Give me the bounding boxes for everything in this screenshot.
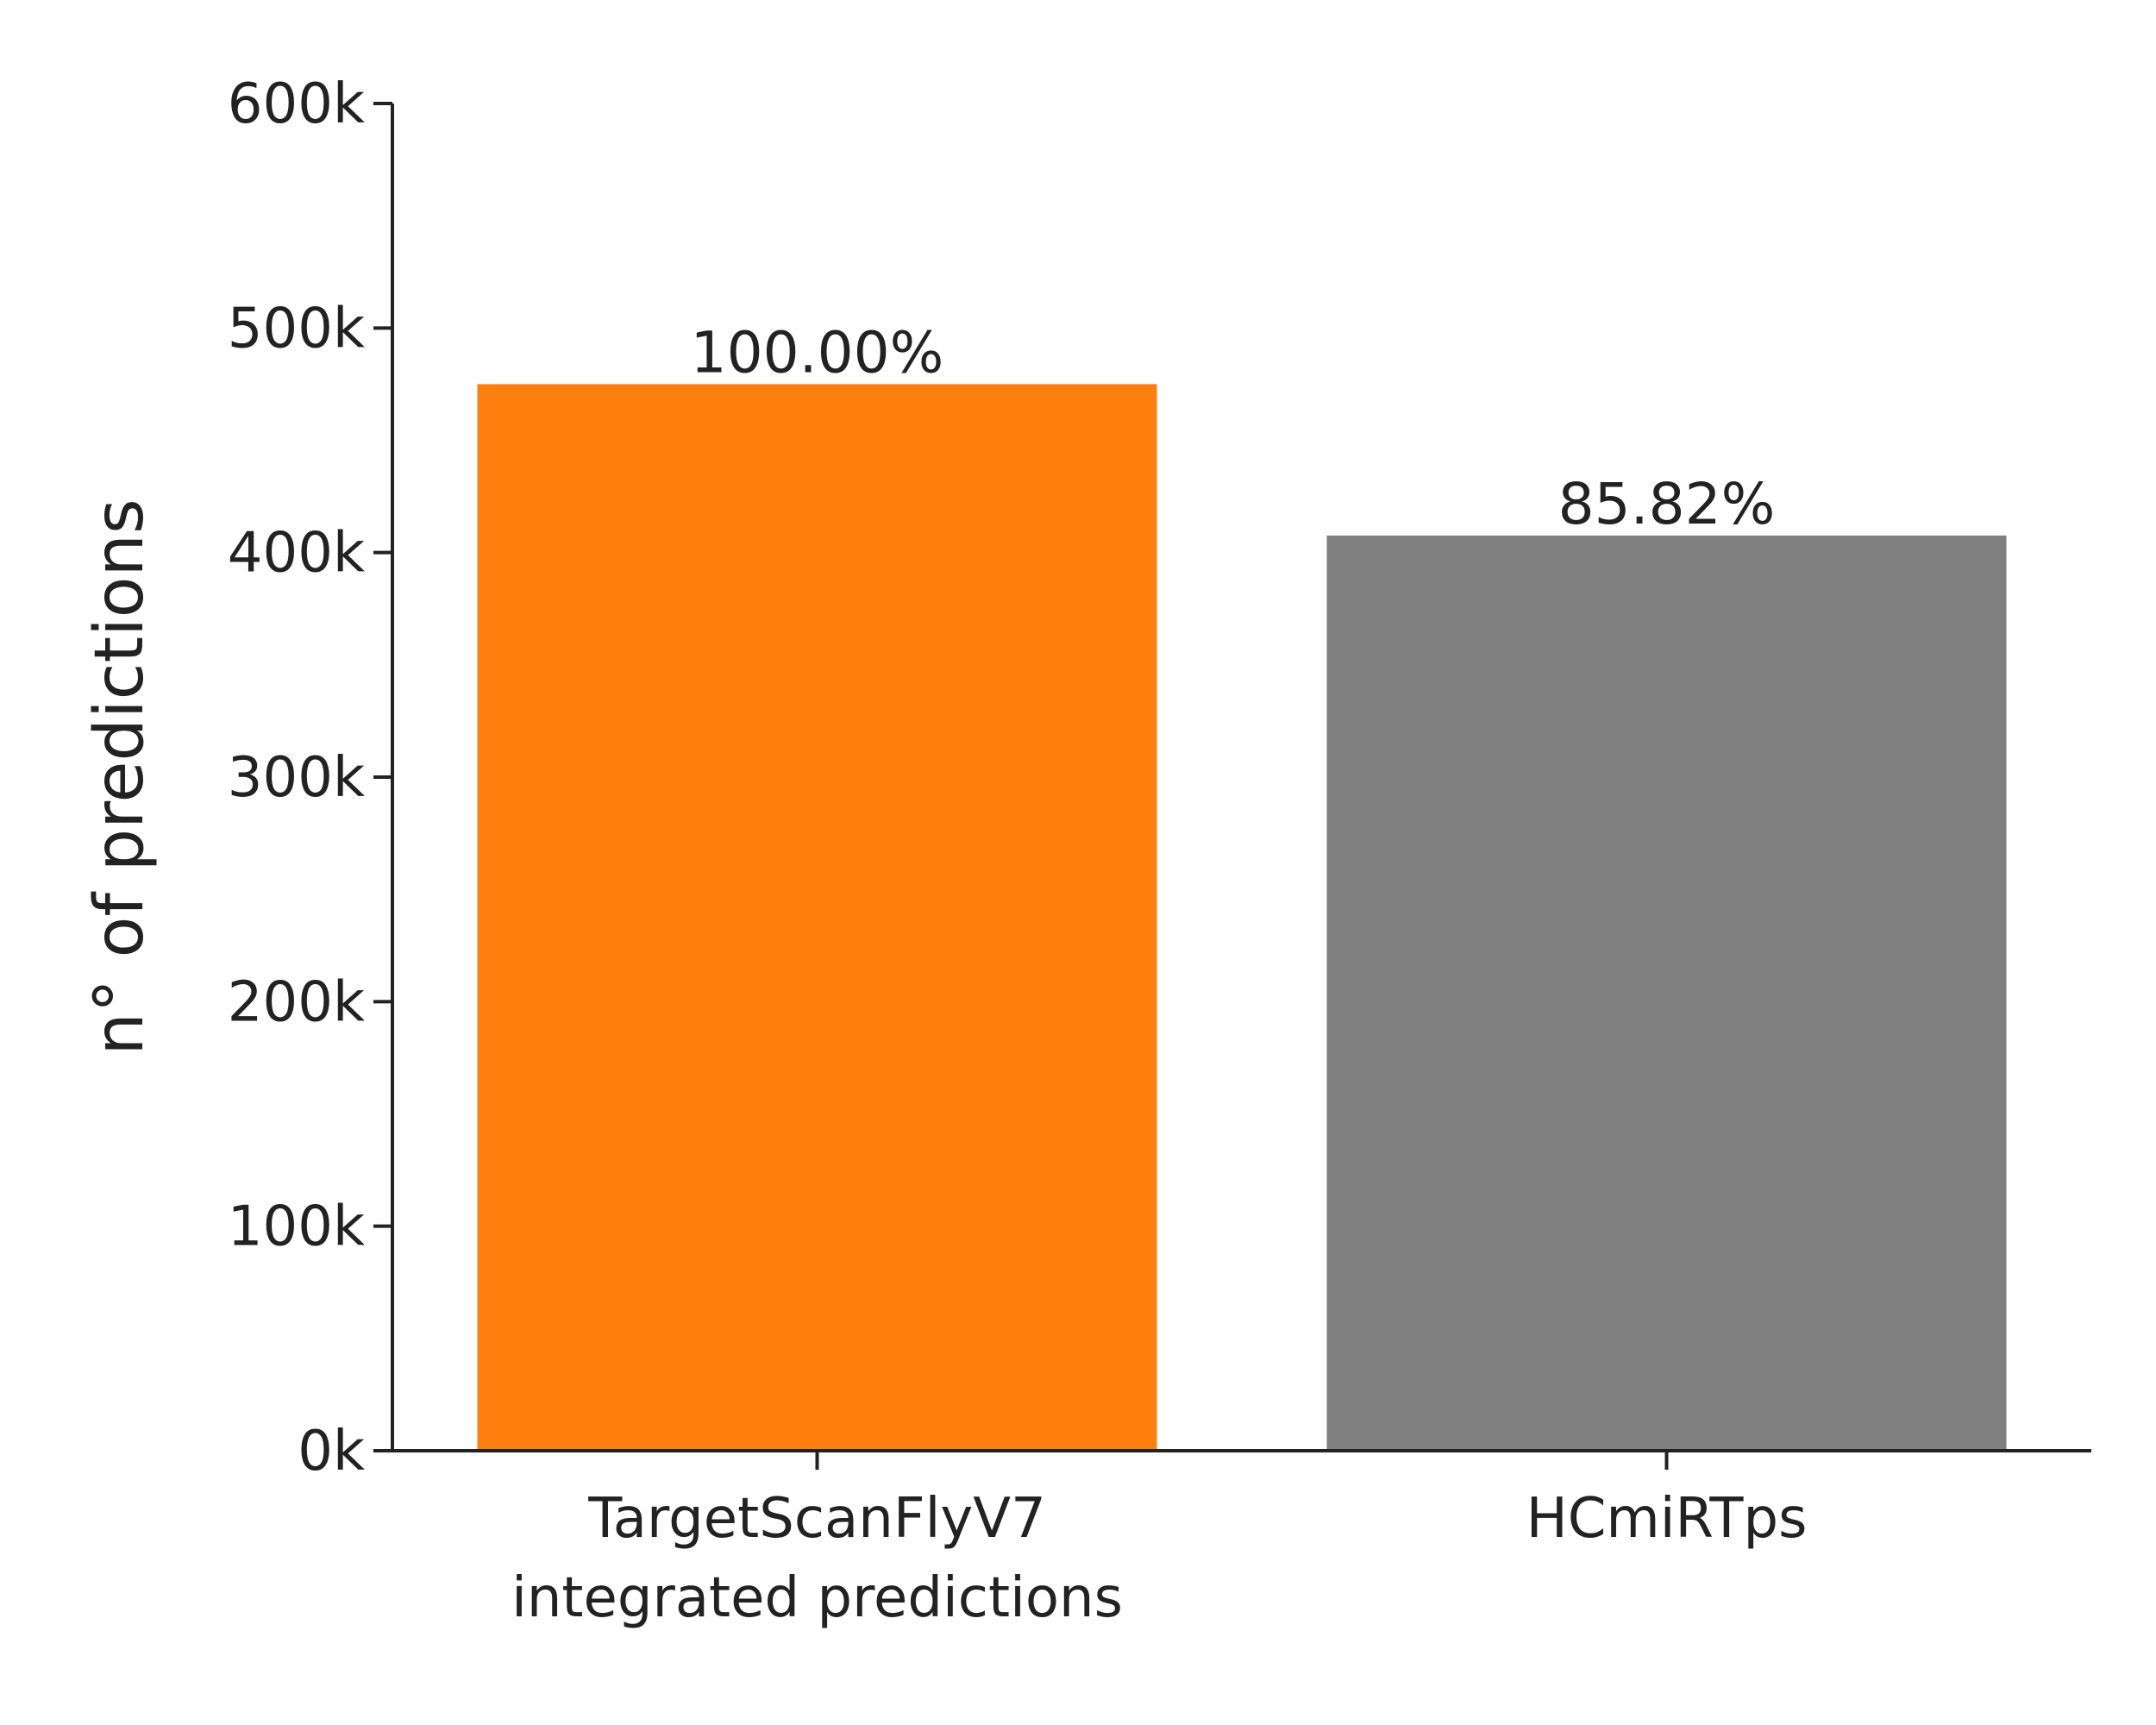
y-tick-label-5: 500k — [228, 297, 365, 361]
y-tick-label-2: 200k — [228, 970, 365, 1034]
y-tick-label-4: 400k — [228, 522, 365, 586]
y-tick-label-6: 600k — [228, 72, 365, 136]
y-tick-label-1: 100k — [228, 1195, 365, 1259]
data-labels: 100.00% 85.82% — [691, 319, 1776, 536]
y-ticks: 0k 100k 200k 300k 400k 500k 600k — [228, 72, 392, 1484]
y-axis-title: n° of predictions — [81, 499, 159, 1055]
bar-0 — [477, 384, 1157, 1452]
data-label-1: 85.82% — [1558, 471, 1776, 537]
bar-1 — [1326, 535, 2007, 1451]
y-tick-label-3: 300k — [228, 746, 365, 810]
x-tick-label-0-line2: integrated predictions — [511, 1566, 1123, 1630]
y-tick-label-0: 0k — [298, 1420, 365, 1484]
bars-layer — [477, 384, 2007, 1452]
x-tick-label-1: HCmiRTps — [1526, 1487, 1808, 1551]
x-ticks: TargetScanFlyV7 integrated predictions HCm… — [511, 1451, 1807, 1630]
x-tick-label-0: TargetScanFlyV7 — [587, 1487, 1046, 1551]
data-label-0: 100.00% — [691, 319, 944, 386]
